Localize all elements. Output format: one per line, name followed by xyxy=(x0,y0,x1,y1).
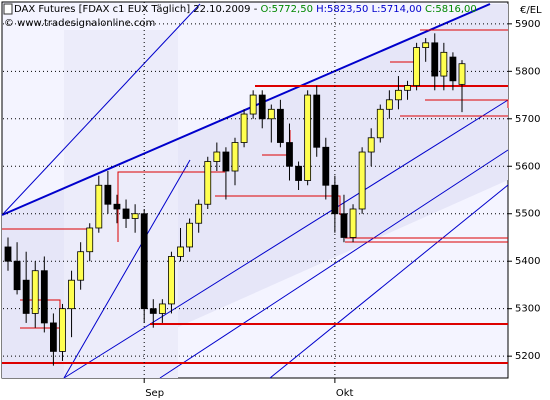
y-axis-label: €/EL xyxy=(520,5,542,16)
close-label: C:5816,00 xyxy=(425,4,477,15)
trend-line xyxy=(63,159,191,379)
header: DAX Futures [FDAX c1 EUX Täglich] 22.10.… xyxy=(14,4,477,15)
icon xyxy=(3,3,13,15)
candle-body xyxy=(22,279,30,314)
candle-body xyxy=(4,246,12,262)
candle-body xyxy=(349,208,357,238)
candle-body xyxy=(404,85,411,91)
candle-body xyxy=(177,246,184,257)
candle-body xyxy=(122,208,130,219)
candle-body xyxy=(59,308,66,352)
candle-body xyxy=(367,137,375,153)
candle-body xyxy=(413,47,421,86)
candle-body xyxy=(86,227,94,253)
candle-body xyxy=(95,184,103,229)
candle-body xyxy=(276,108,284,143)
candle-body xyxy=(222,151,230,172)
y-tick-label: 5600 xyxy=(515,161,540,172)
trend-line xyxy=(1,3,491,216)
candle-body xyxy=(50,322,57,352)
y-tick-label: 5700 xyxy=(515,114,540,125)
candle-body xyxy=(249,94,257,115)
candle-body xyxy=(331,184,339,215)
candle-body xyxy=(68,279,75,310)
candle-body xyxy=(304,94,312,181)
y-tick-label: 5300 xyxy=(515,304,540,315)
trend-line xyxy=(63,99,509,379)
candle-body xyxy=(204,161,212,205)
x-tick-label: Sep xyxy=(145,388,164,399)
candle-body xyxy=(149,308,157,314)
candle-body xyxy=(195,203,203,224)
candle-body xyxy=(458,63,466,85)
shade xyxy=(64,30,178,378)
candle-body xyxy=(186,222,194,248)
candle-body xyxy=(449,56,457,82)
y-tick-label: 5200 xyxy=(515,351,540,362)
low-label: L:5714,00 xyxy=(372,4,422,15)
candle-body xyxy=(358,151,366,210)
x-tick-label: Okt xyxy=(336,388,354,399)
candle-body xyxy=(340,213,348,238)
candle-body xyxy=(77,251,85,281)
high-label: H:5823,50 xyxy=(316,4,368,15)
candle-body xyxy=(267,108,275,120)
candle-body xyxy=(376,108,384,139)
candle-body xyxy=(104,184,112,205)
candle-body xyxy=(385,99,393,110)
y-tick-label: 5400 xyxy=(515,256,540,267)
title: DAX Futures [FDAX c1 EUX Täglich] 22.10.… xyxy=(14,4,258,15)
candle-body xyxy=(131,213,139,219)
candle-body xyxy=(231,142,239,172)
candle-body xyxy=(140,213,148,310)
open-label: O:5772,50 xyxy=(261,4,313,15)
trend-line xyxy=(269,184,509,379)
candle-body xyxy=(286,142,293,167)
candle-body xyxy=(31,270,39,314)
y-tick-label: 5800 xyxy=(515,66,540,77)
candle-body xyxy=(422,42,430,48)
candle-body xyxy=(13,260,21,291)
candle-body xyxy=(395,89,402,101)
candle-body xyxy=(313,94,321,148)
candle-body xyxy=(322,146,330,186)
trend-line xyxy=(1,3,201,216)
candle-body xyxy=(240,113,248,143)
candle-body xyxy=(40,270,48,324)
candle-body xyxy=(295,165,302,181)
y-tick-label: 5500 xyxy=(515,209,540,220)
candle-body xyxy=(431,42,439,77)
candle-body xyxy=(213,151,221,162)
candle-body xyxy=(168,256,175,305)
trend-line xyxy=(159,149,509,379)
candle-body xyxy=(158,303,166,314)
candle-body xyxy=(440,51,448,77)
y-tick-label: 5900 xyxy=(515,19,540,30)
candle-body xyxy=(258,94,266,120)
candle-body xyxy=(113,203,121,210)
